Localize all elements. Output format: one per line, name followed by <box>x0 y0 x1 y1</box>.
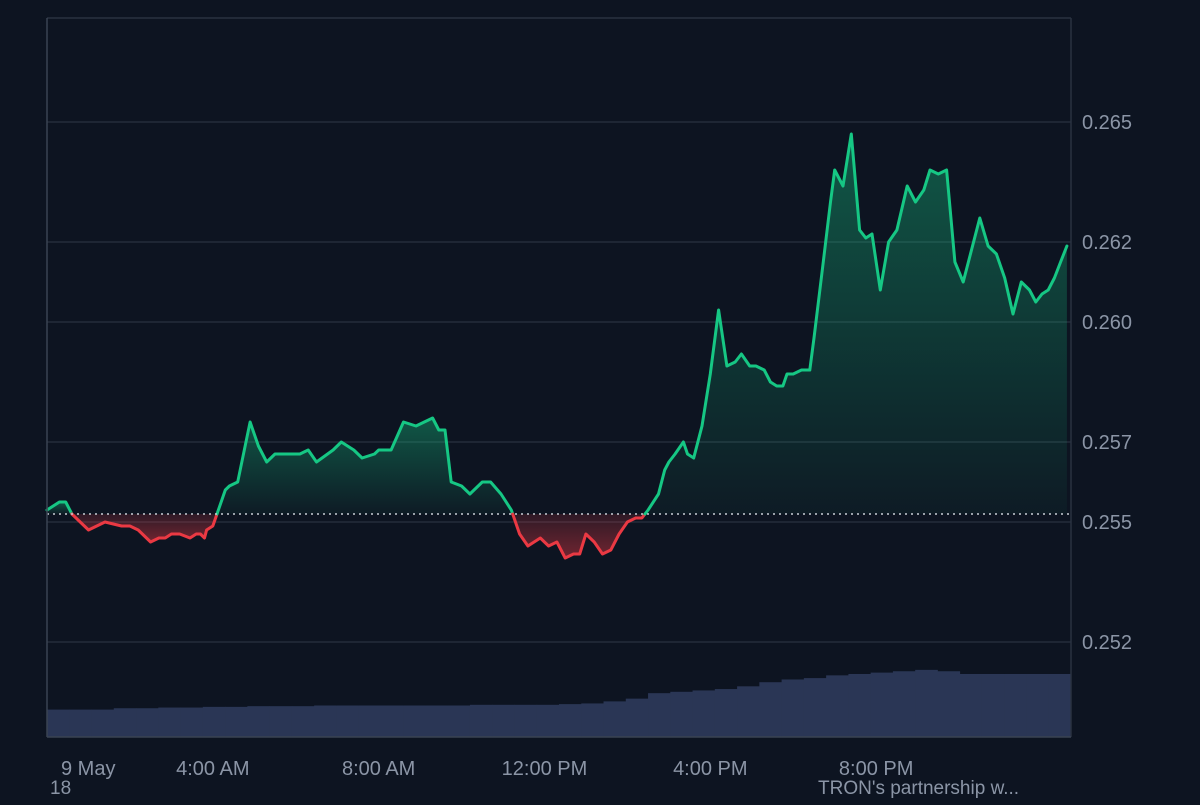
volume-bar <box>826 675 849 737</box>
volume-bar <box>202 706 226 737</box>
volume-bar <box>959 673 983 737</box>
price-area <box>47 134 1067 558</box>
volume-bar <box>358 705 382 737</box>
volume-bar <box>603 701 627 737</box>
volume-bar <box>714 689 738 737</box>
x-tick-label: 4:00 AM <box>176 758 249 780</box>
x-tick-label: 12:00 PM <box>502 758 588 780</box>
volume-bar <box>981 673 1005 737</box>
y-tick-label: 0.265 <box>1082 112 1132 134</box>
volume-bar <box>136 708 159 737</box>
volume-bar <box>915 669 938 737</box>
volume-bar <box>380 705 404 737</box>
footer-left-text: 18 <box>50 778 72 799</box>
x-axis-labels: 9 May 4:00 AM 8:00 AM 12:00 PM 4:00 PM 8:00 P… <box>61 758 913 780</box>
volume-bar <box>269 706 293 737</box>
volume-bar <box>781 679 805 737</box>
news-headline-link[interactable]: TRON's partnership w... <box>818 778 1020 799</box>
volume-bar <box>670 691 693 737</box>
y-tick-label: 0.252 <box>1082 632 1132 654</box>
volume-bar <box>536 704 560 737</box>
price-line-down <box>70 512 219 544</box>
volume-bar <box>469 704 493 737</box>
price-area-up <box>645 134 1067 514</box>
volume-bar <box>180 707 204 737</box>
volume-bar <box>1026 673 1050 737</box>
volume-bar <box>447 705 471 737</box>
volume-bar <box>870 672 894 737</box>
volume-bar <box>69 709 92 737</box>
volume-bar <box>692 690 716 737</box>
volume-bar <box>225 706 248 737</box>
volume-bar <box>47 709 70 737</box>
volume-bar <box>759 682 783 737</box>
volume-bar <box>648 693 671 737</box>
price-line-down <box>511 512 647 560</box>
y-tick-label: 0.257 <box>1082 432 1132 454</box>
volume-bar <box>492 704 515 737</box>
grid-lines <box>47 121 1071 643</box>
volume-bar <box>848 673 872 737</box>
price-area-down <box>71 514 218 542</box>
x-tick-label: 8:00 PM <box>839 758 913 780</box>
price-line-up <box>215 416 515 516</box>
volume-bar <box>737 686 760 737</box>
x-tick-label: 9 May <box>61 758 115 780</box>
volume-bar <box>291 706 315 737</box>
volume-bar <box>403 705 426 737</box>
volume-bars <box>47 669 1072 737</box>
volume-bar <box>1004 673 1027 737</box>
volume-bar <box>91 709 115 737</box>
volume-bar <box>158 707 181 737</box>
volume-bar <box>336 705 360 737</box>
price-line-up <box>643 132 1069 516</box>
volume-bar <box>937 671 961 737</box>
y-tick-label: 0.255 <box>1082 512 1132 534</box>
volume-bar <box>559 704 582 737</box>
volume-bar <box>425 705 449 737</box>
volume-bar <box>1048 673 1072 737</box>
y-axis-labels: 0.252 0.255 0.257 0.260 0.262 0.265 <box>1082 112 1132 654</box>
y-tick-label: 0.262 <box>1082 232 1132 254</box>
plot-frame <box>46 17 1072 738</box>
volume-bar <box>514 704 538 737</box>
volume-bar <box>113 708 137 737</box>
volume-bar <box>625 698 649 737</box>
x-tick-label: 8:00 AM <box>342 758 415 780</box>
x-tick-label: 4:00 PM <box>673 758 747 780</box>
volume-bar <box>581 703 604 737</box>
price-line <box>45 132 1071 560</box>
y-tick-label: 0.260 <box>1082 312 1132 334</box>
price-line-up <box>45 500 74 516</box>
volume-bar <box>803 678 827 737</box>
volume-bar <box>247 706 271 737</box>
price-area-up <box>217 418 513 514</box>
volume-bar <box>314 705 337 737</box>
volume-bar <box>892 671 916 737</box>
price-area-down <box>512 514 645 558</box>
